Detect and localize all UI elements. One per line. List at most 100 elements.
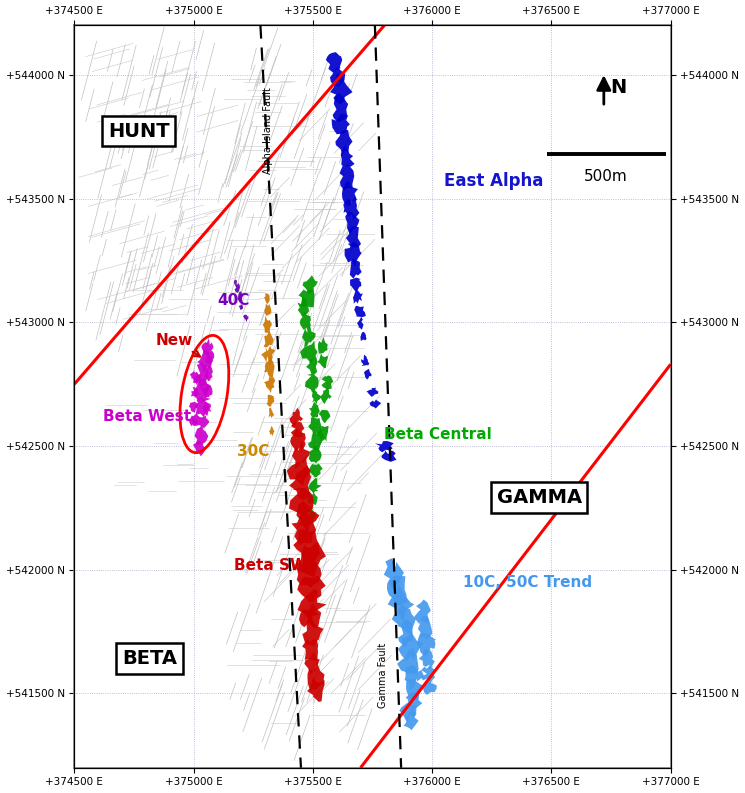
Text: N: N [610, 78, 627, 97]
Polygon shape [399, 702, 416, 723]
Polygon shape [335, 130, 352, 155]
Polygon shape [299, 289, 314, 308]
Polygon shape [194, 379, 211, 403]
Polygon shape [340, 164, 355, 190]
Polygon shape [307, 676, 325, 702]
Text: 10C, 50C Trend: 10C, 50C Trend [463, 575, 592, 590]
Polygon shape [308, 478, 322, 493]
Polygon shape [302, 639, 318, 661]
Polygon shape [367, 388, 378, 396]
Polygon shape [287, 456, 311, 486]
Polygon shape [299, 603, 321, 628]
Polygon shape [189, 402, 199, 412]
Polygon shape [296, 500, 320, 532]
Text: New: New [156, 332, 200, 357]
Polygon shape [292, 440, 310, 469]
Polygon shape [305, 652, 320, 675]
Polygon shape [330, 68, 345, 86]
Polygon shape [381, 450, 396, 462]
Polygon shape [417, 633, 437, 657]
Polygon shape [189, 416, 197, 427]
Polygon shape [397, 648, 419, 674]
Polygon shape [294, 530, 320, 564]
Polygon shape [398, 633, 423, 661]
Text: East Alpha: East Alpha [444, 172, 543, 190]
Polygon shape [309, 463, 323, 477]
Text: Alpha Island Fault: Alpha Island Fault [262, 87, 273, 174]
Polygon shape [308, 417, 322, 437]
Polygon shape [267, 395, 274, 407]
Polygon shape [193, 363, 209, 388]
Polygon shape [406, 692, 422, 709]
Polygon shape [392, 604, 416, 634]
Polygon shape [291, 427, 305, 452]
Polygon shape [308, 505, 317, 521]
Polygon shape [261, 346, 276, 366]
Polygon shape [309, 402, 320, 418]
Polygon shape [289, 465, 311, 500]
Polygon shape [375, 441, 393, 452]
Polygon shape [297, 297, 309, 316]
Polygon shape [237, 292, 242, 302]
Polygon shape [192, 414, 209, 428]
Polygon shape [332, 113, 350, 134]
Polygon shape [194, 397, 209, 417]
Polygon shape [330, 73, 352, 104]
Polygon shape [320, 387, 332, 404]
Polygon shape [204, 366, 213, 381]
Text: Beta Central: Beta Central [384, 427, 492, 442]
Polygon shape [306, 355, 317, 374]
Polygon shape [269, 408, 274, 418]
Polygon shape [203, 402, 212, 416]
Polygon shape [419, 649, 435, 670]
Polygon shape [340, 145, 355, 167]
Text: 500m: 500m [584, 169, 628, 184]
Polygon shape [264, 330, 273, 347]
Polygon shape [361, 354, 370, 366]
Polygon shape [193, 440, 206, 456]
Polygon shape [308, 431, 326, 451]
Polygon shape [200, 384, 212, 397]
Polygon shape [297, 590, 326, 620]
Polygon shape [190, 371, 201, 385]
Polygon shape [357, 316, 364, 330]
Text: Gamma Fault: Gamma Fault [378, 643, 388, 708]
Polygon shape [384, 558, 404, 589]
Polygon shape [319, 410, 331, 423]
Polygon shape [414, 600, 431, 624]
Polygon shape [342, 182, 358, 205]
Polygon shape [350, 278, 361, 292]
Text: 40C: 40C [218, 293, 250, 308]
Polygon shape [387, 575, 408, 607]
Text: Beta SW: Beta SW [234, 557, 307, 573]
Text: Beta West: Beta West [103, 409, 191, 424]
Polygon shape [264, 293, 270, 304]
Polygon shape [370, 400, 381, 408]
Polygon shape [201, 339, 214, 357]
Polygon shape [354, 306, 366, 317]
Polygon shape [297, 557, 322, 588]
Polygon shape [264, 304, 271, 316]
Polygon shape [291, 509, 316, 545]
Polygon shape [353, 289, 363, 304]
Polygon shape [423, 681, 437, 695]
Polygon shape [343, 196, 359, 220]
Polygon shape [317, 354, 328, 368]
Polygon shape [398, 619, 413, 647]
Polygon shape [291, 422, 305, 438]
Polygon shape [421, 665, 435, 685]
Polygon shape [361, 332, 367, 341]
Polygon shape [238, 305, 243, 310]
Text: GAMMA: GAMMA [496, 488, 582, 507]
Polygon shape [321, 375, 333, 389]
Polygon shape [387, 584, 414, 621]
Polygon shape [197, 350, 212, 374]
Polygon shape [326, 52, 342, 73]
Polygon shape [406, 679, 424, 699]
Polygon shape [289, 488, 314, 519]
Polygon shape [319, 426, 329, 442]
Polygon shape [264, 358, 275, 377]
Polygon shape [295, 542, 326, 577]
Polygon shape [404, 707, 419, 730]
Polygon shape [345, 211, 359, 234]
